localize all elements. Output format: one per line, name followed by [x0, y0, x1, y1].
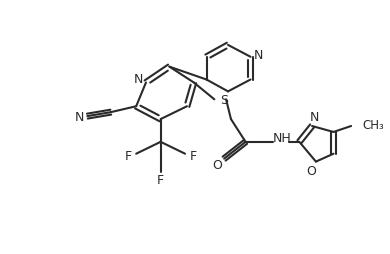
Text: F: F: [157, 173, 164, 186]
Text: O: O: [306, 164, 316, 177]
Text: F: F: [125, 150, 132, 163]
Text: NH: NH: [272, 132, 291, 145]
Text: N: N: [254, 49, 263, 62]
Text: S: S: [220, 93, 228, 106]
Text: O: O: [212, 158, 222, 171]
Text: N: N: [75, 110, 84, 123]
Text: N: N: [309, 110, 319, 123]
Text: F: F: [189, 150, 197, 163]
Text: CH₃: CH₃: [363, 118, 385, 131]
Text: N: N: [133, 73, 143, 86]
